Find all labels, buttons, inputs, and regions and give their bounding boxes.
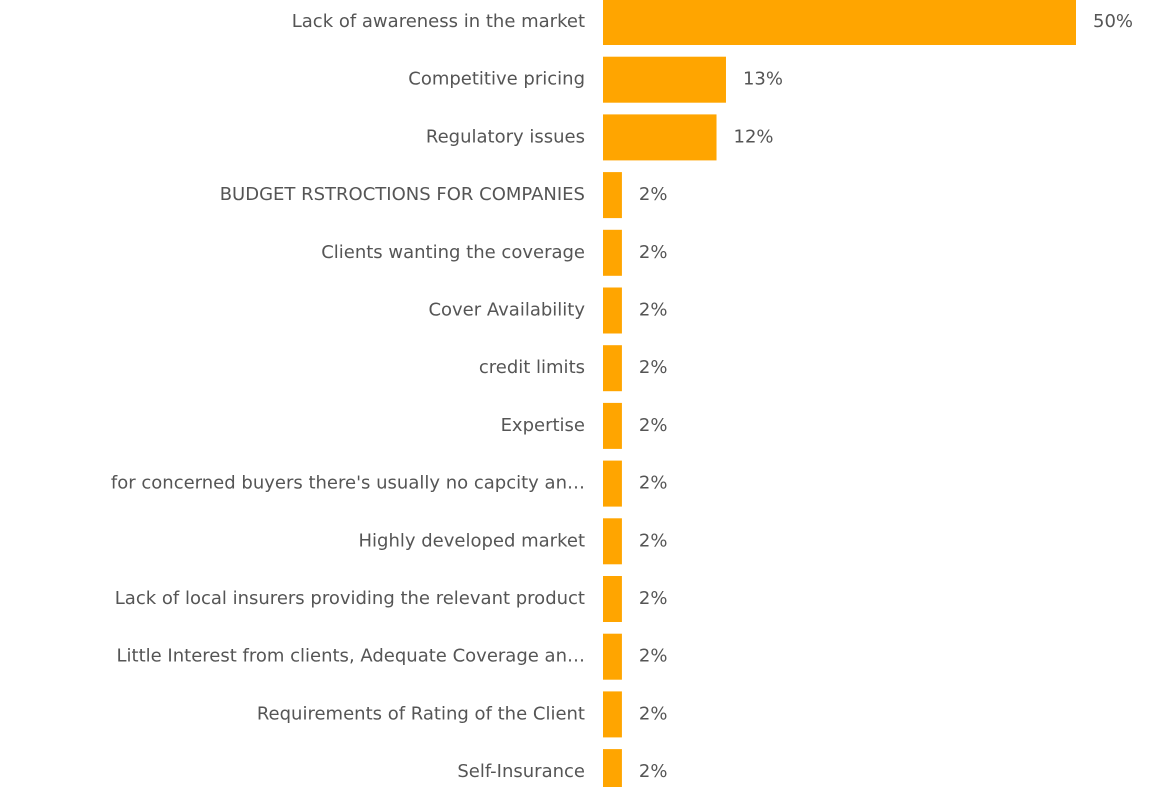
bar	[603, 576, 622, 622]
value-label: 2%	[639, 646, 668, 667]
category-label: credit limits	[479, 357, 585, 378]
bar	[603, 114, 717, 161]
category-label: Expertise	[501, 415, 585, 436]
value-label: 2%	[639, 473, 668, 494]
bar	[603, 229, 622, 276]
category-label: for concerned buyers there's usually no …	[111, 473, 585, 494]
category-label: Regulatory issues	[426, 126, 585, 147]
bar	[603, 287, 622, 334]
category-label: Cover Availability	[428, 300, 585, 321]
bar	[603, 172, 622, 219]
value-label: 2%	[639, 761, 668, 782]
bar	[603, 633, 622, 680]
bar	[603, 345, 622, 392]
bar	[603, 691, 622, 738]
bar	[603, 749, 622, 791]
value-label: 2%	[639, 703, 668, 724]
value-label: 2%	[639, 588, 668, 609]
value-label: 2%	[639, 415, 668, 436]
bar	[603, 56, 726, 103]
category-label: Clients wanting the coverage	[321, 242, 585, 263]
value-label: 2%	[639, 530, 668, 551]
value-label: 12%	[734, 126, 774, 147]
category-label: Highly developed market	[358, 530, 585, 551]
category-label: Competitive pricing	[408, 69, 585, 90]
bar	[603, 460, 622, 507]
value-label: 50%	[1093, 11, 1133, 32]
value-label: 2%	[639, 300, 668, 321]
value-label: 2%	[639, 242, 668, 263]
bar	[603, 402, 622, 449]
category-label: Requirements of Rating of the Client	[257, 703, 585, 724]
value-label: 2%	[639, 184, 668, 205]
category-label: Self-Insurance	[457, 761, 585, 782]
value-label: 2%	[639, 357, 668, 378]
category-label: Lack of local insurers providing the rel…	[115, 588, 585, 609]
category-label: Lack of awareness in the market	[292, 11, 585, 32]
category-label: Little Interest from clients, Adequate C…	[116, 646, 585, 667]
bar	[603, 518, 622, 565]
category-label: BUDGET RSTROCTIONS FOR COMPANIES	[220, 184, 585, 205]
bar	[603, 0, 1076, 45]
value-label: 13%	[743, 69, 783, 90]
